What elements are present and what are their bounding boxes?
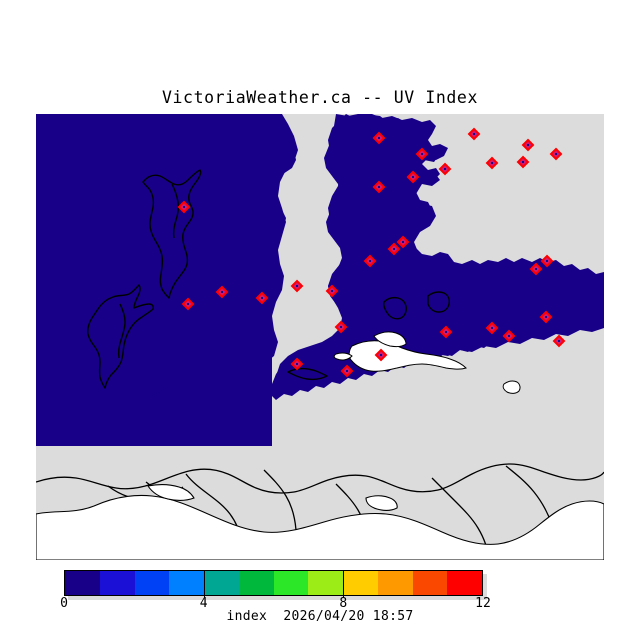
colorbar-segment-11 (447, 571, 482, 595)
station-marker[interactable] (415, 147, 429, 161)
lake-main-chain (348, 340, 467, 372)
south-water-main (36, 494, 604, 560)
southern-waterbodies (36, 484, 604, 560)
south-water-mid-islet (365, 495, 398, 511)
station-marker[interactable] (215, 285, 229, 299)
colorbar-segment-4 (204, 571, 239, 595)
colorbar-caption: index 2026/04/20 18:57 (226, 609, 414, 624)
colorbar-segment-1 (99, 571, 135, 595)
colorbar-segment-6 (273, 571, 309, 595)
station-marker-layer[interactable] (177, 127, 566, 378)
colorbar-segment-10 (412, 571, 448, 595)
station-marker[interactable] (374, 348, 388, 362)
lake-upper-arm (373, 331, 407, 348)
page-title: VictoriaWeather.ca -- UV Index (161, 88, 478, 107)
inland-lake-b (427, 291, 450, 313)
lake-small-1 (502, 380, 521, 394)
station-marker[interactable] (255, 291, 269, 305)
island-south-inlet (117, 303, 126, 359)
station-marker[interactable] (521, 138, 535, 152)
colorbar-tick-4: 4 (199, 596, 208, 611)
station-marker[interactable] (334, 320, 348, 334)
station-marker[interactable] (438, 162, 452, 176)
colorbar-segment-7 (308, 571, 343, 595)
station-marker[interactable] (485, 156, 499, 170)
island-north-outline (142, 169, 202, 299)
station-marker[interactable] (396, 235, 410, 249)
station-marker[interactable] (290, 357, 304, 371)
station-marker[interactable] (539, 310, 553, 324)
colorbar-segment-3 (169, 571, 204, 595)
colorbar-tickline-4 (203, 571, 205, 597)
colorbar-tickline-8 (342, 571, 344, 597)
station-marker[interactable] (439, 325, 453, 339)
station-marker[interactable] (549, 147, 563, 161)
map-canvas[interactable] (36, 114, 604, 560)
station-marker[interactable] (406, 170, 420, 184)
south-water-left-notch (147, 484, 195, 501)
colorbar-segment-0 (65, 571, 100, 595)
lakes-and-waterways (333, 331, 521, 394)
station-marker[interactable] (485, 321, 499, 335)
station-marker[interactable] (290, 279, 304, 293)
station-marker[interactable] (516, 155, 530, 169)
inland-lake-a (383, 296, 407, 320)
station-marker[interactable] (372, 131, 386, 145)
colorbar-scale[interactable] (64, 570, 483, 597)
main-navy-body (276, 114, 604, 384)
colorbar-tick-8: 8 (339, 596, 348, 611)
colorbar[interactable] (64, 570, 487, 600)
colorbar-tick-labels: 0 4 8 12 (60, 596, 491, 612)
colorbar-segment-8 (343, 571, 378, 595)
station-marker[interactable] (529, 262, 543, 276)
station-marker[interactable] (325, 284, 339, 298)
colorbar-tick-0: 0 (60, 596, 68, 611)
station-marker[interactable] (372, 180, 386, 194)
colorbar-segment-2 (134, 571, 170, 595)
island-south-outline (87, 284, 154, 389)
sea-mask-detail (36, 114, 604, 446)
station-marker[interactable] (552, 334, 566, 348)
island-north-inlet (171, 183, 180, 239)
colorbar-segment-9 (377, 571, 413, 595)
station-marker[interactable] (540, 254, 554, 268)
lake-small-2 (333, 352, 353, 361)
ocean-coast-wedge (36, 114, 298, 446)
station-marker[interactable] (177, 200, 191, 214)
station-marker[interactable] (181, 297, 195, 311)
station-marker[interactable] (467, 127, 481, 141)
colorbar-tick-12: 12 (475, 596, 491, 611)
colorbar-segment-5 (238, 571, 274, 595)
station-marker[interactable] (387, 242, 401, 256)
station-marker[interactable] (363, 254, 377, 268)
station-marker[interactable] (340, 364, 354, 378)
islet-channel-outline (287, 367, 328, 381)
south-coast-main (36, 463, 604, 494)
island-coastlines (87, 169, 450, 389)
station-marker[interactable] (502, 329, 516, 343)
map-panel[interactable] (36, 114, 604, 560)
